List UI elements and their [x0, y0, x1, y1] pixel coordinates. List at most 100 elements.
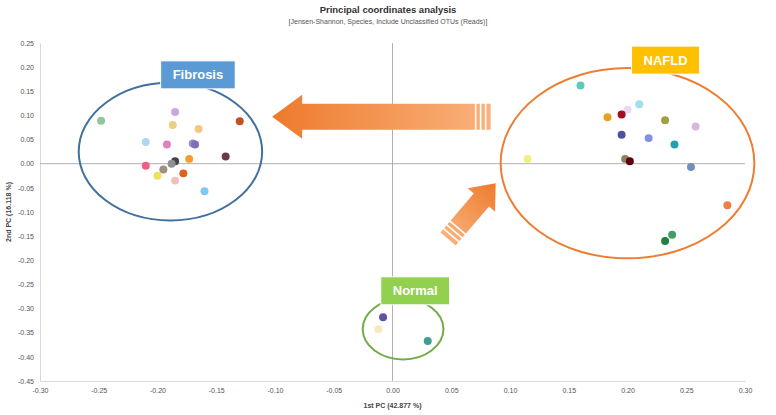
tick: 0.15 [562, 381, 576, 394]
point [668, 231, 676, 239]
arrow [272, 95, 490, 139]
tick-label: -0.20 [18, 257, 34, 264]
tick-label: -0.10 [268, 387, 284, 394]
point [618, 131, 626, 139]
group-ellipses [79, 68, 755, 359]
tick-label: -0.45 [18, 378, 34, 385]
point [179, 169, 187, 177]
y-axis: -0.45 -0.40 -0.35 -0.30 -0.25 -0.20 -0.15 -0.10… [18, 40, 40, 385]
point [201, 187, 209, 195]
point [379, 313, 387, 321]
tick-label: 0.15 [20, 88, 34, 95]
point [604, 113, 612, 121]
tick: -0.30 [18, 305, 40, 312]
tick: 0.00 [20, 160, 40, 167]
group-label-text: Normal [393, 283, 438, 298]
point [185, 155, 193, 163]
group-label: Normal [381, 277, 450, 305]
group-label-box [161, 61, 236, 89]
point [159, 166, 167, 174]
tick: 0.30 [739, 381, 753, 394]
point [236, 117, 244, 125]
arrow-stripe [485, 103, 487, 131]
point [168, 160, 176, 168]
point [723, 201, 731, 209]
arrow-stripe [475, 103, 477, 131]
point [154, 172, 162, 180]
arrow-stripe [480, 103, 482, 131]
point [661, 116, 669, 124]
group-ellipse [363, 299, 444, 360]
point [169, 121, 177, 129]
point [671, 140, 679, 148]
tick: 0.25 [680, 381, 694, 394]
point [171, 177, 179, 185]
point [424, 337, 432, 345]
subtitle: [Jensen-Shannon, Species, Include Unclas… [289, 18, 488, 26]
tick: 0.25 [20, 40, 40, 47]
point [142, 162, 150, 170]
tick-label: 0.20 [20, 64, 34, 71]
tick: -0.20 [150, 381, 166, 394]
point [661, 237, 669, 245]
tick: -0.05 [326, 381, 342, 394]
arrow-stripe [446, 224, 463, 238]
x-axis: -0.30 -0.25 -0.20 -0.15 -0.10 -0.05 0.00 0.05 0.… [33, 381, 753, 394]
tick: 0.10 [20, 112, 40, 119]
tick: -0.40 [18, 354, 40, 361]
points [97, 82, 731, 345]
tick: 0.20 [621, 381, 635, 394]
tick-label: -0.10 [18, 209, 34, 216]
arrow-body [434, 172, 509, 251]
group-label: Fibrosis [161, 61, 236, 89]
axis-line [41, 381, 746, 382]
point [163, 140, 171, 148]
tick-label: 0.15 [562, 387, 576, 394]
point [374, 325, 382, 333]
group-label-text: Fibrosis [173, 67, 224, 82]
tick: 0.15 [20, 88, 40, 95]
tick: -0.20 [18, 257, 40, 264]
tick: -0.45 [18, 378, 40, 385]
group-label-box [632, 46, 700, 74]
group-label: NAFLD [632, 46, 700, 74]
tick-label: -0.35 [18, 329, 34, 336]
tick: -0.25 [18, 281, 40, 288]
tick: -0.15 [209, 381, 225, 394]
tick-label: -0.05 [18, 185, 34, 192]
tick-label: 0.25 [20, 40, 34, 47]
tick: 0.10 [504, 381, 518, 394]
arrow-body [272, 95, 490, 139]
tick-label: 0.20 [621, 387, 635, 394]
chart: Principal coordinates analysis [Jensen-Sh… [0, 0, 776, 415]
tick-label: 0.00 [20, 160, 34, 167]
y-axis-title: 2nd PC (16.118 %) [5, 182, 13, 242]
tick: 0.05 [445, 381, 459, 394]
tick-label: -0.25 [91, 387, 107, 394]
tick-label: 0.05 [445, 387, 459, 394]
tick-label: 0.10 [504, 387, 518, 394]
tick-label: 0.10 [20, 112, 34, 119]
point [626, 157, 634, 165]
tick: 0.00 [386, 381, 400, 394]
group-ellipse [501, 68, 755, 258]
zero-line [392, 43, 393, 381]
title: Principal coordinates analysis [320, 4, 457, 15]
tick-label: 0.05 [20, 136, 34, 143]
tick: -0.30 [33, 381, 49, 394]
point [692, 123, 700, 131]
group-label-text: NAFLD [644, 53, 688, 68]
tick: -0.25 [91, 381, 107, 394]
tick-label: -0.15 [18, 233, 34, 240]
point [618, 110, 626, 118]
point [222, 152, 230, 160]
tick-label: -0.30 [18, 305, 34, 312]
point [97, 117, 105, 125]
tick-label: -0.15 [209, 387, 225, 394]
point [687, 163, 695, 171]
tick: 0.20 [20, 64, 40, 71]
tick: 0.05 [20, 136, 40, 143]
tick-label: 0.30 [739, 387, 753, 394]
point [191, 140, 199, 148]
tick: -0.10 [18, 209, 40, 216]
